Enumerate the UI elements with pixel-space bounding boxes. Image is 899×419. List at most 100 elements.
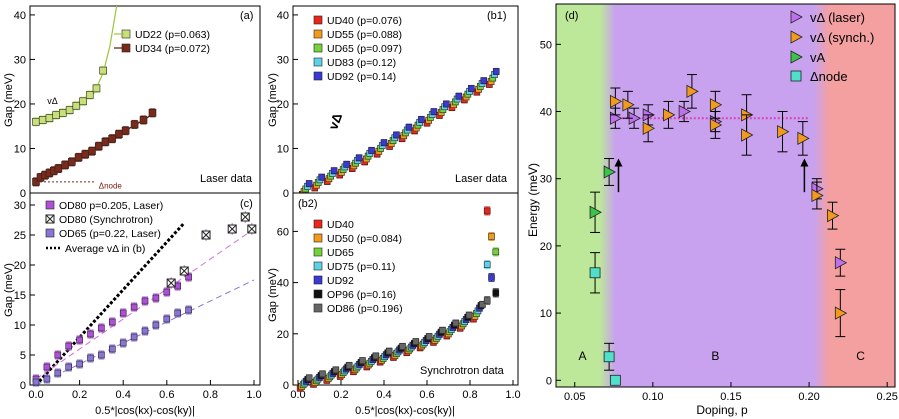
legend-b2-0-swatch: [313, 219, 323, 229]
legend-od65-laser-swatch: [45, 228, 55, 238]
series-1-point: [101, 137, 110, 146]
series-2-point: [603, 165, 616, 179]
series-1-point: [686, 84, 699, 99]
panel-d-label: (d): [565, 10, 578, 22]
series-0-point: [52, 111, 60, 119]
series-1-point: [54, 164, 63, 173]
series-1-point: [777, 124, 790, 139]
panel-c-frame: [29, 192, 261, 386]
legend-d-1-label: vΔ (synch.): [810, 30, 874, 45]
panel-b2-xtick-label: 0.8: [462, 389, 477, 401]
legend-b1-3-label: UD83 (p=0.12): [327, 57, 396, 69]
series-4-point: [467, 85, 475, 92]
series-3-point: [589, 267, 601, 279]
series-4-point: [380, 139, 388, 146]
panel-c-ytick-label: 30: [14, 200, 26, 212]
legend-od80-synch-swatch-x: [45, 214, 55, 224]
series-6-point: [399, 343, 406, 350]
series-5-endpoint: [492, 289, 500, 297]
series-0-point: [109, 318, 116, 326]
legend-od80-laser-swatch: [45, 200, 55, 210]
series-2-point: [54, 369, 62, 377]
series-6-point: [425, 333, 433, 340]
series-4-point: [393, 131, 400, 139]
legend-b1-1-swatch: [313, 29, 323, 39]
legend-b1-2-swatch: [313, 43, 323, 53]
series-0-point: [76, 336, 83, 344]
series-4-point: [305, 180, 313, 187]
legend-b1-4-label: UD92 (p=0.14): [327, 71, 396, 83]
panel-d-ytick-label: 0: [546, 375, 552, 387]
series-1-point: [148, 109, 157, 117]
panel-b2-ytick-label: 0: [283, 380, 289, 392]
legend-b2-6-label: OD86 (p=0.196): [327, 303, 403, 315]
series-0-point: [38, 116, 47, 124]
panel-b2-note: Synchrotron data: [420, 365, 505, 377]
series-2-point: [141, 327, 149, 335]
region-label-B: B: [711, 349, 719, 363]
panel-b2-xtick-label: 0.6: [419, 389, 434, 401]
series-1-point: [663, 108, 676, 122]
panel-d-ytick-label: 30: [540, 174, 552, 186]
legend-d-3-swatch: [790, 70, 802, 82]
series-0-point: [92, 84, 101, 93]
series-2-point: [98, 351, 105, 359]
series-1-point: [130, 120, 139, 129]
panel-b1: 0 10 20 30 40 UD40 (p=0.076) UD55 (p=0.088) UD6…: [267, 5, 519, 200]
series-6-point: [305, 374, 313, 382]
series-1-point: [121, 126, 130, 135]
series-2-point: [43, 375, 51, 383]
series-4-point: [492, 68, 500, 75]
series-0-point: [130, 303, 138, 311]
legend-d-0-label: vΔ (laser): [810, 10, 865, 25]
series-6-point: [372, 352, 380, 360]
series-0-point: [98, 324, 105, 332]
panel-d-ytick-label: 50: [540, 39, 552, 51]
panel-d-ylabel: Energy (meV): [526, 163, 540, 237]
series-2-point: [163, 315, 171, 323]
series-0-point: [45, 114, 54, 122]
b1-vdelta-annotation: vΔ: [325, 111, 345, 132]
series-6-point: [412, 338, 420, 345]
panel-b2-xtick-label: 0.0: [290, 389, 305, 401]
legend-od80-laser-label: OD80 p=0.205, Laser): [59, 200, 163, 212]
panel-c-xtick-label: 0.4: [116, 389, 131, 401]
panel-c-xlabel: 0.5*|cos(kx)-cos(ky)|: [95, 405, 195, 417]
series-3-point: [603, 351, 615, 363]
dnode-annotation: Δnode: [99, 182, 123, 191]
series-1-point: [741, 128, 754, 142]
legend-b2-1-label: UD50 (p=0.084): [327, 233, 402, 245]
series-4-point: [430, 108, 438, 115]
panel-b1-ytick-label: 30: [277, 54, 289, 66]
panel-b1-ytick-label: 10: [277, 143, 289, 155]
arrow-1-head: [800, 158, 809, 167]
series-0-point: [65, 106, 74, 114]
series-4-point: [443, 100, 450, 108]
series-4-point: [418, 116, 425, 123]
series-3-point: [609, 374, 621, 386]
arrow-0-head: [614, 158, 623, 167]
series-6-point: [452, 319, 460, 327]
legend-od65-laser-label: OD65 (p=0.22, Laser): [59, 228, 161, 240]
series-6-point: [332, 366, 340, 374]
series-1-point: [74, 153, 83, 162]
series-2-point: [87, 354, 94, 362]
legend-b2-2-label: UD65: [327, 247, 354, 259]
panel-b2-ytick-label: 60: [277, 226, 289, 238]
series-1-point: [834, 306, 848, 320]
panel-d-ytick-label: 20: [540, 241, 552, 253]
series-0-point: [163, 288, 171, 296]
series-0-endpoint: [483, 207, 491, 215]
panel-a-label: (a): [240, 10, 253, 22]
legend-b1-4-swatch: [313, 71, 323, 81]
panel-c-ylabel: Gap (meV): [3, 263, 15, 317]
series-4-point: [405, 123, 413, 131]
series-1-point: [709, 118, 723, 132]
series-1-point: [115, 130, 123, 139]
series-0-point: [79, 97, 87, 106]
legend-ud34-label: UD34 (p=0.072): [135, 43, 210, 55]
series-0-point: [99, 66, 107, 75]
panel-c-xtick-label: 0.2: [72, 389, 87, 401]
panel-b2-ytick-label: 40: [277, 278, 289, 290]
panel-b1-label: (b1): [487, 10, 507, 22]
